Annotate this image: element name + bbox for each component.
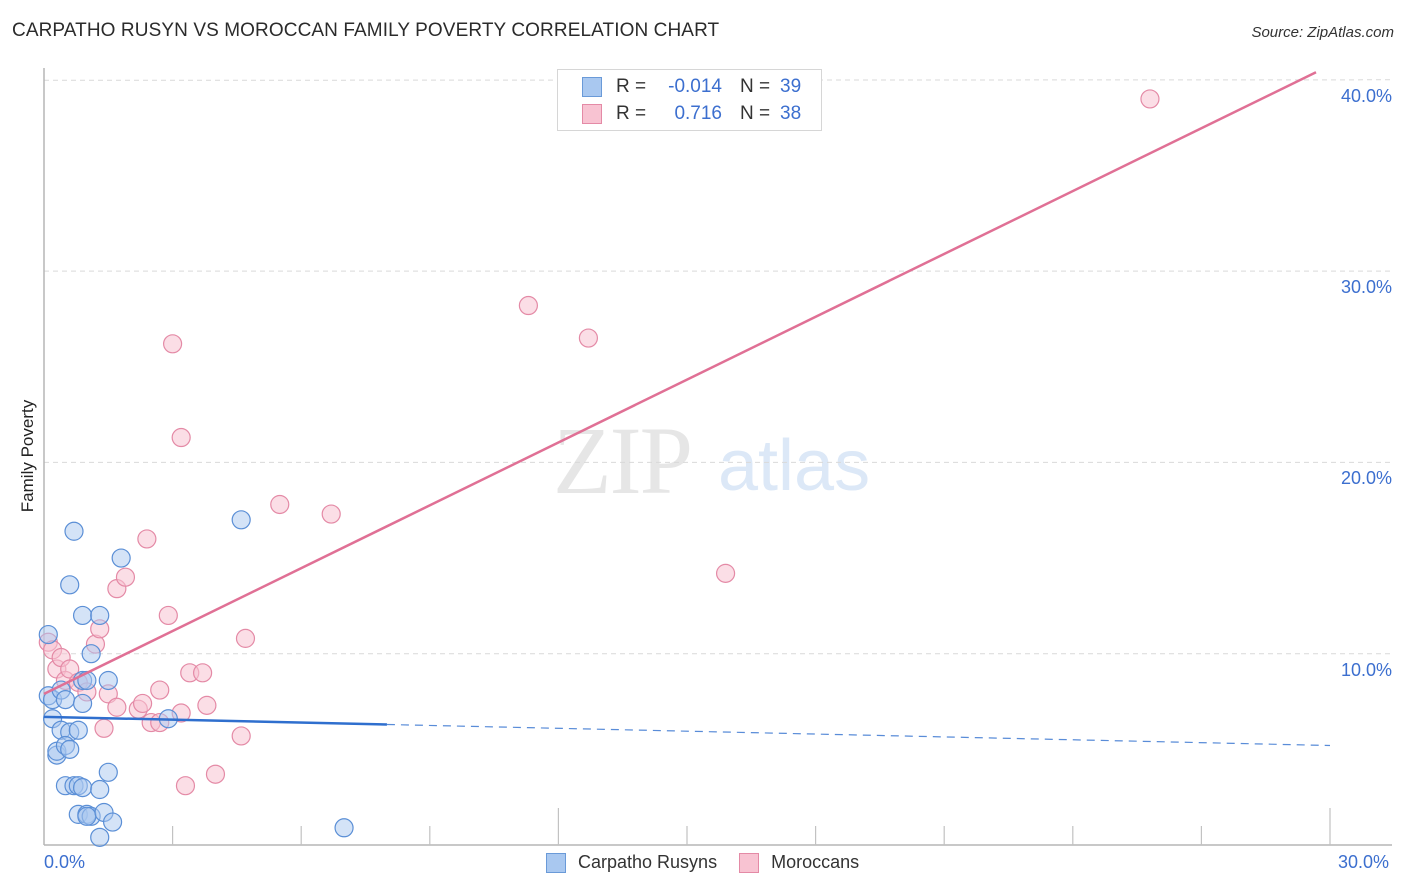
watermark-atlas: atlas <box>718 426 871 506</box>
pink-swatch-icon <box>739 852 760 873</box>
carpatho-point <box>60 739 80 759</box>
carpatho-point <box>334 818 354 838</box>
moroccan-point <box>321 504 341 524</box>
carpatho-point <box>72 778 93 798</box>
moroccan-point <box>1140 89 1160 109</box>
carpatho-point <box>231 510 251 530</box>
blue-swatch-icon <box>546 852 566 873</box>
stats-legend: R = -0.014 N = 39 R = 0.716 N = 38 <box>557 69 822 131</box>
moroccan-point <box>578 328 599 348</box>
moroccan-point <box>150 680 170 700</box>
carpatho-trend-line <box>43 715 387 726</box>
r-value: 0.716 <box>674 103 722 124</box>
r-value: -0.014 <box>668 76 722 97</box>
carpatho-point <box>98 762 118 782</box>
carpatho-point <box>102 812 123 832</box>
moroccan-point <box>175 776 196 796</box>
pink-swatch-icon <box>582 104 602 124</box>
moroccan-point <box>171 427 191 448</box>
moroccan-point <box>270 494 290 515</box>
moroccan-point <box>205 764 226 784</box>
carpatho-point <box>90 779 110 800</box>
carpatho-point <box>90 827 110 847</box>
moroccan-point <box>715 563 736 583</box>
carpatho-point <box>72 605 93 626</box>
moroccan-point <box>231 726 251 746</box>
x-tick-30: 30.0% <box>1338 852 1390 872</box>
moroccan-point <box>137 529 157 549</box>
n-label: N = <box>740 103 771 124</box>
carpatho-point <box>111 548 131 568</box>
carpatho-point <box>38 624 58 645</box>
moroccan-point <box>158 605 178 626</box>
moroccan-point <box>115 567 136 587</box>
moroccan-point <box>197 695 217 715</box>
moroccan-point <box>94 718 114 738</box>
n-value: 39 <box>780 76 802 97</box>
y-tick-20: 20.0% <box>1340 468 1392 488</box>
y-axis-label: Family Poverty <box>18 399 37 513</box>
moroccan-point <box>163 334 183 354</box>
moroccan-trend-line <box>43 71 1317 695</box>
n-value: 38 <box>780 103 802 124</box>
carpatho-point <box>98 670 118 691</box>
y-tick-30: 30.0% <box>1340 277 1392 297</box>
chart-title: CARPATHO RUSYN VS MOROCCAN FAMILY POVERT… <box>12 20 720 41</box>
legend-row-moroccan: R = 0.716 N = 38 <box>582 102 801 126</box>
blue-swatch-icon <box>582 77 602 97</box>
carpatho-point <box>77 806 97 826</box>
carpatho-point <box>60 575 80 595</box>
legend-item-carpatho-rusyns[interactable]: Carpatho Rusyns <box>546 852 717 873</box>
y-tick-40: 40.0% <box>1340 86 1392 106</box>
moroccan-point <box>107 697 127 717</box>
moroccan-point <box>193 663 213 683</box>
carpatho-point <box>55 690 76 710</box>
carpatho-point <box>90 605 110 626</box>
series-legend: Carpatho Rusyns Moroccans <box>546 852 881 873</box>
carpatho-point <box>68 720 88 740</box>
moroccan-point <box>60 659 80 679</box>
source-label: Source: ZipAtlas.com <box>1251 24 1394 41</box>
legend-row-carpatho: R = -0.014 N = 39 <box>582 75 801 99</box>
moroccan-point <box>132 693 153 714</box>
watermark-zip: ZIP <box>553 407 693 514</box>
legend-label: Carpatho Rusyns <box>578 852 718 872</box>
r-label: R = <box>616 103 647 124</box>
moroccan-point <box>518 295 538 316</box>
carpatho-point <box>64 521 84 541</box>
r-label: R = <box>616 76 647 97</box>
n-label: N = <box>740 76 771 97</box>
carpatho-point <box>72 693 93 714</box>
legend-label: Moroccans <box>771 852 860 872</box>
carpatho-trend-extension <box>386 723 1331 747</box>
carpatho-point <box>81 644 101 664</box>
legend-item-moroccans[interactable]: Moroccans <box>739 852 859 873</box>
y-tick-10: 10.0% <box>1340 660 1392 680</box>
moroccan-point <box>235 628 256 648</box>
x-tick-0: 0.0% <box>44 852 86 872</box>
